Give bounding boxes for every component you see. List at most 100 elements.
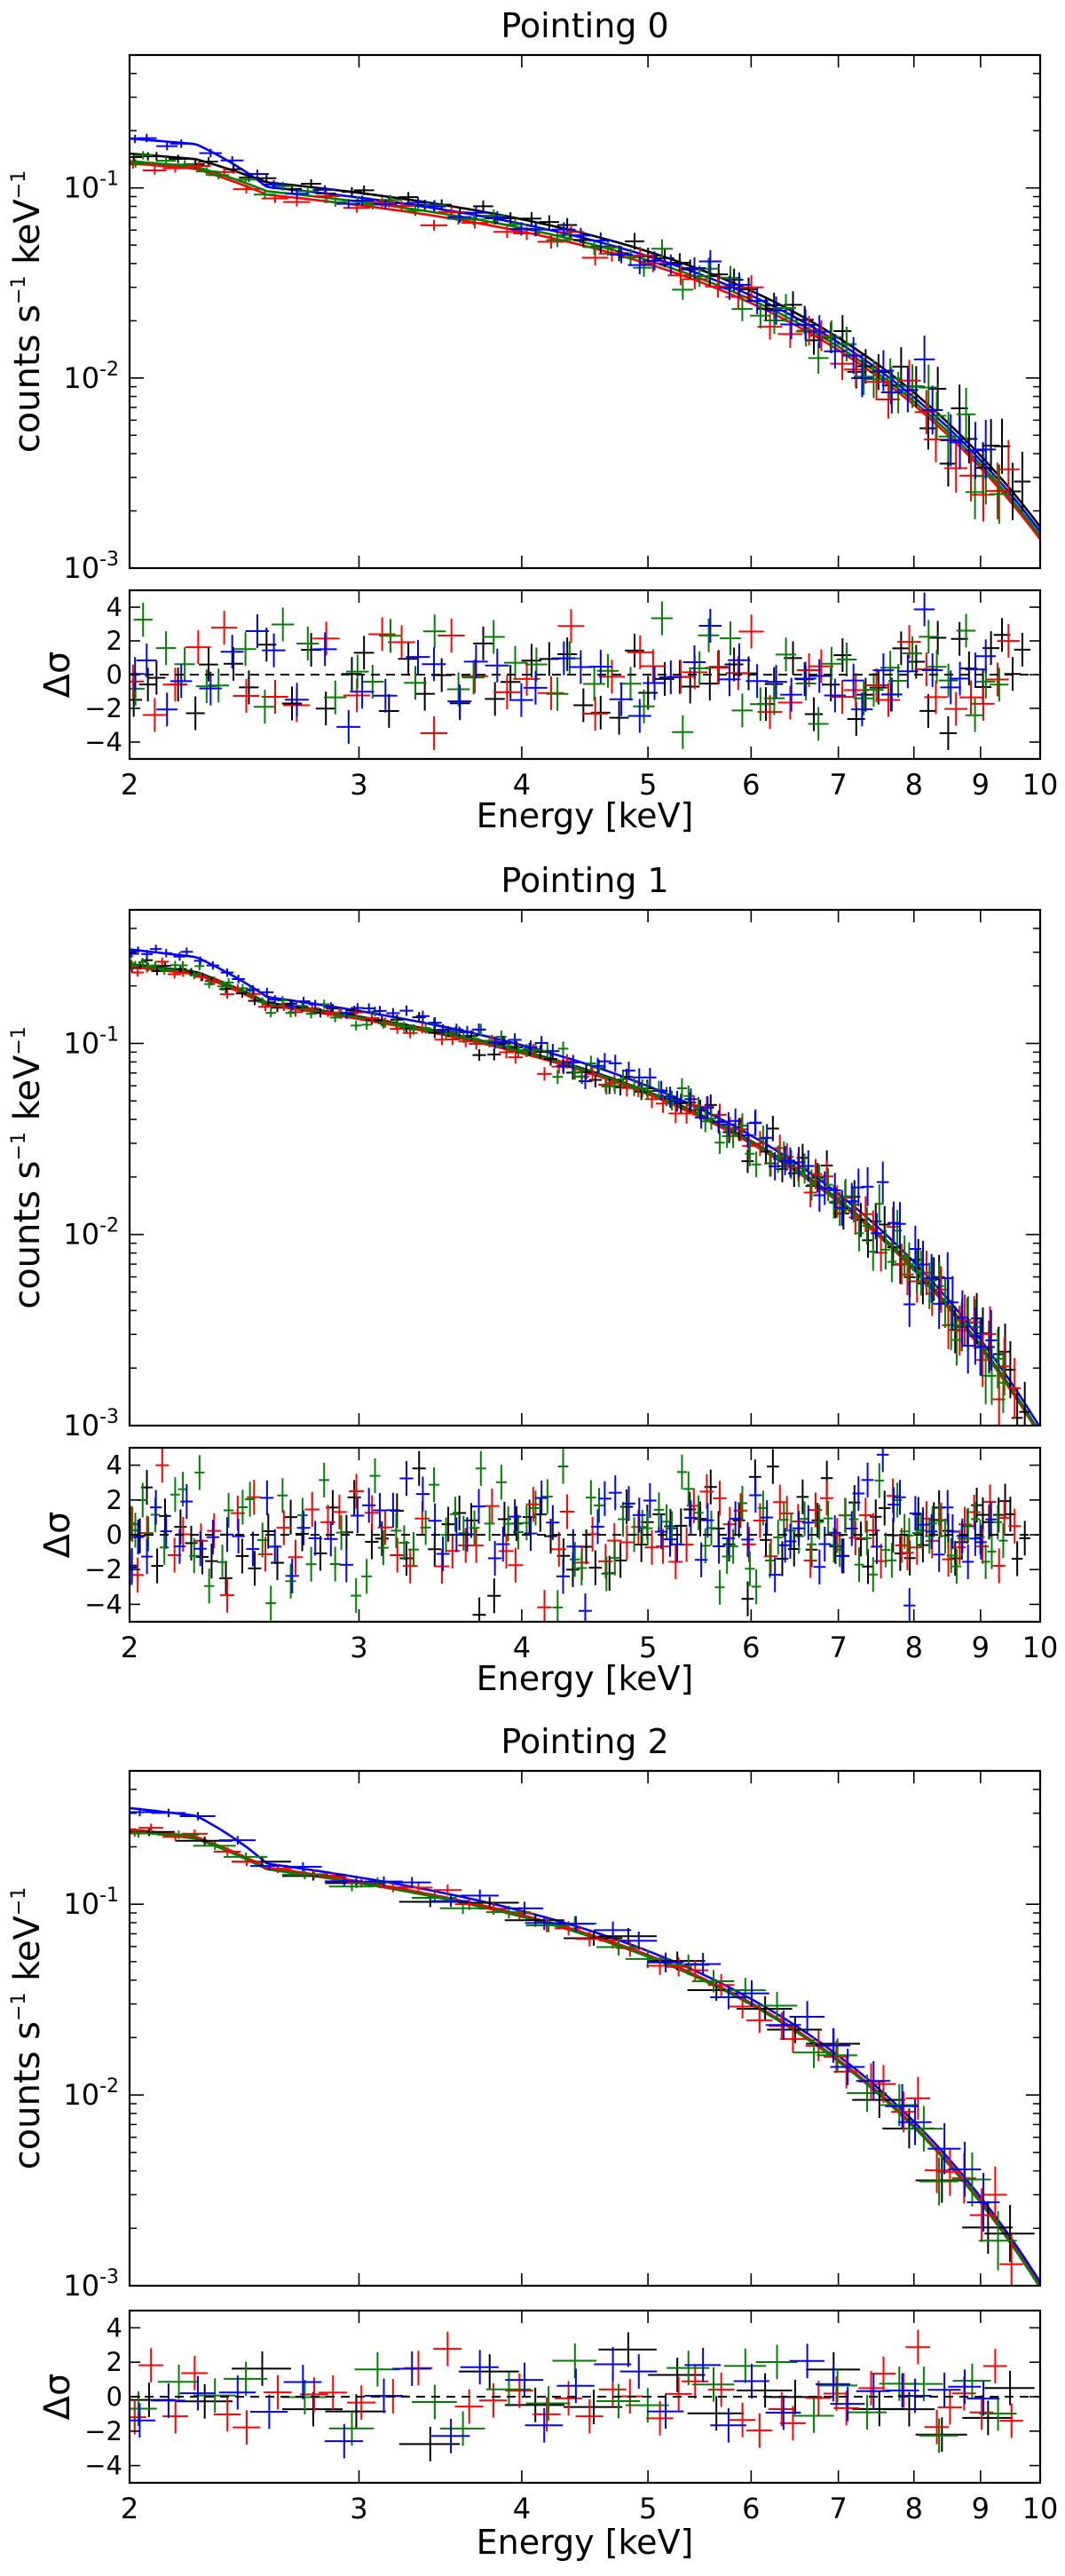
red-data-point	[746, 2008, 773, 2034]
green-residual-point	[133, 603, 153, 637]
green-data-point	[775, 294, 797, 322]
blue-residual-point	[130, 2403, 155, 2438]
red-residual-point	[959, 680, 982, 715]
green-residual-point	[390, 1513, 402, 1549]
pointing-0-xtick-label: 6	[742, 768, 760, 802]
blue-residual-point	[488, 1540, 502, 1576]
green-residual-point	[377, 1530, 389, 1566]
red-data-point	[312, 191, 340, 201]
pointing-1-xtick-label: 2	[121, 1631, 138, 1664]
blue-data-point	[698, 249, 722, 273]
green-data-point	[778, 1142, 789, 1170]
red-residual-point	[288, 1539, 304, 1575]
green-data-point	[946, 1300, 956, 1350]
pointing-2-xtick-label: 3	[350, 2492, 367, 2525]
blue-data-point	[525, 1916, 564, 1931]
red-residual-point	[901, 1535, 914, 1570]
pointing-0-xtick-label: 4	[513, 768, 531, 802]
green-data-point	[731, 296, 753, 321]
black-data-point	[487, 1048, 501, 1061]
green-data-point	[919, 364, 939, 411]
green-data-point	[557, 1041, 569, 1056]
red-residual-point	[461, 659, 489, 693]
pointing-1-xtick-label: 8	[905, 1631, 923, 1664]
blue-residual-point	[966, 2381, 1000, 2416]
green-residual-point	[253, 690, 276, 724]
green-residual-point	[672, 715, 694, 749]
green-data-point	[672, 279, 694, 300]
green-data-point	[484, 1035, 495, 1048]
pointing-0-resid-ytick-label: −2	[84, 693, 122, 723]
blue-data-point	[871, 1213, 883, 1253]
green-data-point	[193, 1841, 236, 1851]
red-residual-point	[142, 698, 167, 732]
green-residual-point	[840, 1497, 851, 1533]
pointing-0-xtick-label: 2	[121, 768, 138, 802]
red-data-point	[155, 957, 170, 967]
green-residual-point	[633, 689, 655, 723]
pointing-2-ytick-label: 10-3	[63, 2266, 119, 2303]
red-residual-point	[986, 662, 1009, 697]
green-data-point	[676, 1078, 688, 1099]
blue-data-point	[594, 1921, 632, 1939]
blue-data-point	[835, 1189, 848, 1226]
green-data-point	[755, 1992, 798, 2019]
blue-residual-point	[594, 2347, 632, 2382]
green-data-point	[237, 984, 248, 993]
black-residual-point	[378, 693, 399, 728]
blue-data-point	[888, 1201, 900, 1245]
black-residual-point	[239, 670, 259, 705]
blue-data-point	[824, 334, 846, 369]
green-residual-point	[919, 2418, 958, 2454]
blue-data-point	[917, 1240, 929, 1289]
blue-residual-point	[268, 1529, 282, 1564]
red-data-point	[753, 1131, 768, 1157]
pointing-1-title: Pointing 1	[501, 861, 668, 900]
red-residual-point	[131, 1557, 145, 1592]
blue-residual-point	[136, 643, 157, 677]
red-data-point	[905, 2076, 931, 2120]
blue-data-point	[523, 222, 548, 237]
green-residual-point	[285, 1563, 296, 1599]
blue-residual-point	[808, 659, 831, 693]
green-residual-point	[691, 2367, 735, 2402]
green-residual-point	[626, 2388, 669, 2423]
pointing-1-data-points	[130, 944, 1030, 1426]
blue-data-point	[218, 1836, 256, 1845]
blue-data-point	[733, 1979, 769, 2007]
green-residual-point	[265, 1585, 277, 1621]
green-residual-point	[689, 651, 711, 685]
red-residual-point	[434, 1549, 450, 1584]
red-residual-point	[438, 619, 465, 653]
blue-residual-point	[249, 2394, 288, 2430]
black-data-point	[1011, 1388, 1023, 1426]
blue-residual-point	[718, 662, 741, 697]
green-residual-point	[449, 1497, 461, 1532]
blue-data-point	[362, 1003, 376, 1014]
black-data-point	[270, 1003, 284, 1013]
green-residual-point	[234, 632, 256, 667]
blue-residual-point	[888, 1487, 900, 1522]
blue-residual-point	[193, 1531, 207, 1567]
green-residual-point	[987, 1534, 997, 1569]
blue-data-point	[722, 1112, 736, 1137]
black-residual-point	[635, 1527, 648, 1562]
red-data-point	[1008, 1357, 1022, 1418]
green-data-point	[217, 982, 228, 992]
red-residual-point	[997, 624, 1020, 659]
red-residual-point	[1008, 1508, 1022, 1544]
green-data-point	[596, 1939, 641, 1956]
green-data-point	[745, 1141, 755, 1166]
black-data-point	[962, 2201, 1014, 2255]
red-residual-point	[969, 2395, 994, 2430]
blue-residual-point	[392, 2351, 431, 2386]
blue-data-point	[220, 968, 234, 977]
green-data-point	[714, 1131, 725, 1155]
blue-residual-point	[917, 1507, 929, 1543]
blue-data-point	[619, 1932, 658, 1950]
green-residual-point	[429, 1467, 440, 1503]
red-residual-point	[433, 2331, 462, 2367]
red-residual-point	[924, 2409, 950, 2445]
green-data-point	[329, 1013, 341, 1023]
blue-data-point	[969, 1307, 982, 1365]
